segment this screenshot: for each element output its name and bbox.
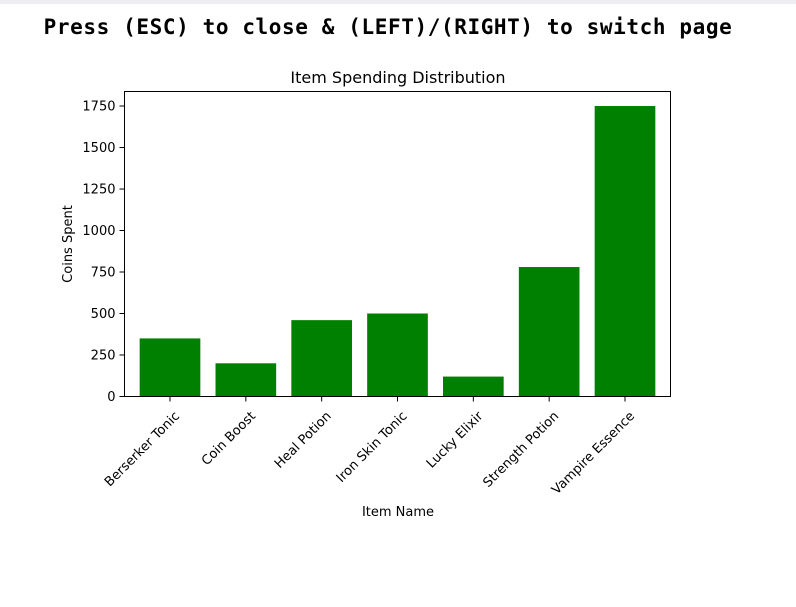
y-axis: 0 250 500 750 1000 1250 1500 1750	[82, 100, 125, 405]
x-axis-label: Item Name	[362, 505, 434, 520]
x-tick-label: Coin Boost	[199, 409, 259, 469]
x-tick-label: Strength Potion	[480, 409, 562, 491]
y-tick-label: 500	[91, 307, 116, 322]
x-tick-label: Heal Potion	[272, 409, 335, 472]
x-tick-label: Iron Skin Tonic	[334, 409, 411, 486]
top-strip	[0, 0, 796, 4]
y-tick-label: 1750	[82, 100, 115, 115]
y-tick-label: 750	[91, 266, 116, 281]
y-tick-label: 250	[91, 349, 116, 364]
bar-strength-potion	[518, 267, 580, 397]
instructions-header: Press (ESC) to close & (LEFT)/(RIGHT) to…	[43, 15, 733, 39]
y-tick-label: 1000	[82, 224, 115, 239]
bar-berserker-tonic	[139, 338, 201, 397]
y-tick-label: 1250	[82, 183, 115, 198]
x-tick-label: Berserker Tonic	[102, 409, 183, 490]
bar-heal-potion	[291, 320, 352, 397]
x-axis: Berserker Tonic Coin Boost Heal PotionIron…	[102, 396, 638, 498]
chart-title: Item Spending Distribution	[290, 68, 505, 87]
bar-lucky-elixir	[443, 376, 504, 397]
bars-group	[139, 106, 656, 397]
y-axis-label: Coins Spent	[61, 205, 76, 283]
y-tick-label: 0	[107, 390, 115, 405]
x-tick-label: Vampire Essence	[549, 409, 638, 498]
bar-vampire-essence	[594, 106, 656, 397]
bar-coin-boost	[215, 363, 277, 397]
bar-iron-skin-tonic	[367, 313, 428, 397]
y-tick-label: 1500	[82, 141, 115, 156]
x-tick-label: Lucky Elixir	[424, 408, 487, 471]
plot-frame	[124, 91, 671, 397]
